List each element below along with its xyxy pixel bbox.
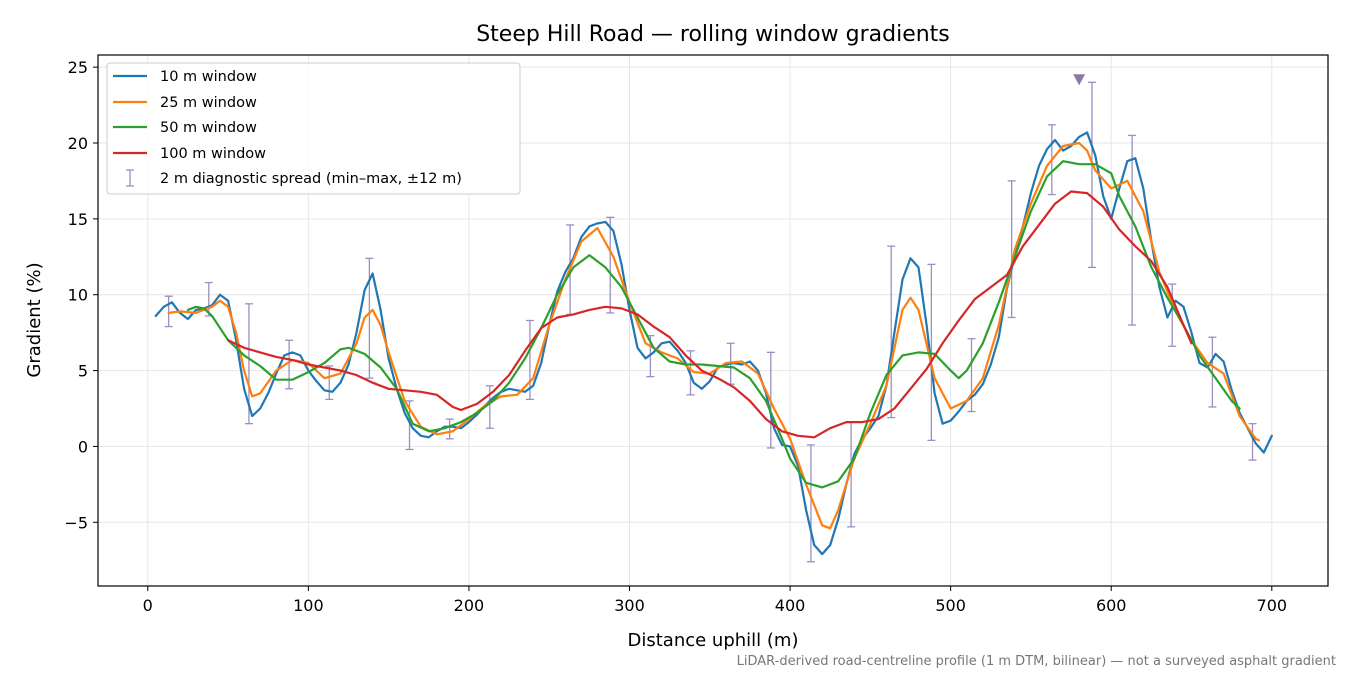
x-tick-label: 400 bbox=[775, 596, 806, 615]
y-axis-label: Gradient (%) bbox=[24, 262, 45, 377]
spread-error-bar bbox=[1128, 134, 1137, 326]
y-tick-label: 10 bbox=[68, 286, 88, 305]
peak-marker bbox=[1073, 74, 1086, 86]
y-axis-ticks: −5 0 5 10 15 20 25 bbox=[64, 58, 98, 532]
y-tick-label: 20 bbox=[68, 134, 88, 153]
legend-label-1: 10 m window bbox=[160, 69, 257, 85]
series-line-3 bbox=[186, 160, 1241, 489]
legend-label-3: 50 m window bbox=[160, 120, 257, 136]
y-tick-label: 25 bbox=[68, 58, 88, 77]
x-tick-label: 0 bbox=[143, 596, 153, 615]
spread-error-bar bbox=[967, 338, 976, 413]
x-tick-label: 700 bbox=[1257, 596, 1288, 615]
legend-label-4: 100 m window bbox=[160, 146, 266, 162]
x-tick-label: 100 bbox=[293, 596, 324, 615]
spread-error-bar bbox=[887, 245, 896, 419]
x-tick-label: 600 bbox=[1096, 596, 1127, 615]
series-line-4 bbox=[227, 190, 1193, 439]
chart-title: Steep Hill Road — rolling window gradien… bbox=[476, 22, 950, 47]
x-tick-label: 500 bbox=[935, 596, 966, 615]
legend-label-spread: 2 m diagnostic spread (min–max, ±12 m) bbox=[160, 171, 462, 187]
x-tick-label: 300 bbox=[614, 596, 645, 615]
legend-label-2: 25 m window bbox=[160, 95, 257, 111]
series-lines bbox=[154, 131, 1273, 556]
x-axis-label: Distance uphill (m) bbox=[628, 630, 799, 651]
y-tick-label: 15 bbox=[68, 210, 88, 229]
spread-error-bar bbox=[806, 444, 815, 563]
spread-error-bar bbox=[485, 385, 494, 429]
spread-error-bar bbox=[1168, 283, 1177, 347]
y-tick-label: −5 bbox=[64, 513, 88, 532]
spread-error-bar bbox=[325, 365, 334, 401]
legend: 10 m window 25 m window 50 m window 100 m w… bbox=[106, 62, 521, 195]
spread-error-bar bbox=[1007, 180, 1016, 319]
spread-error-bar bbox=[164, 295, 173, 328]
legend-frame bbox=[106, 62, 521, 195]
x-tick-label: 200 bbox=[454, 596, 485, 615]
peak-marker-layer bbox=[1073, 74, 1086, 86]
chart-footnote: LiDAR-derived road-centreline profile (1… bbox=[737, 654, 1336, 669]
spread-error-bar bbox=[606, 216, 615, 314]
series-line-1 bbox=[154, 131, 1273, 556]
spread-error-bar bbox=[1087, 81, 1096, 269]
spread-error-bar bbox=[1248, 423, 1257, 461]
legend-items: 10 m window 25 m window 50 m window 100 m w… bbox=[113, 69, 462, 187]
spread-error-bar bbox=[927, 263, 936, 442]
y-tick-label: 0 bbox=[78, 437, 88, 456]
spread-error-bar bbox=[525, 319, 534, 401]
plot-area-frame bbox=[97, 54, 1329, 587]
x-axis-ticks: 0 100 200 300 400 500 600 700 bbox=[143, 586, 1287, 615]
spread-error-bar bbox=[445, 418, 454, 440]
y-tick-label: 5 bbox=[78, 362, 88, 381]
